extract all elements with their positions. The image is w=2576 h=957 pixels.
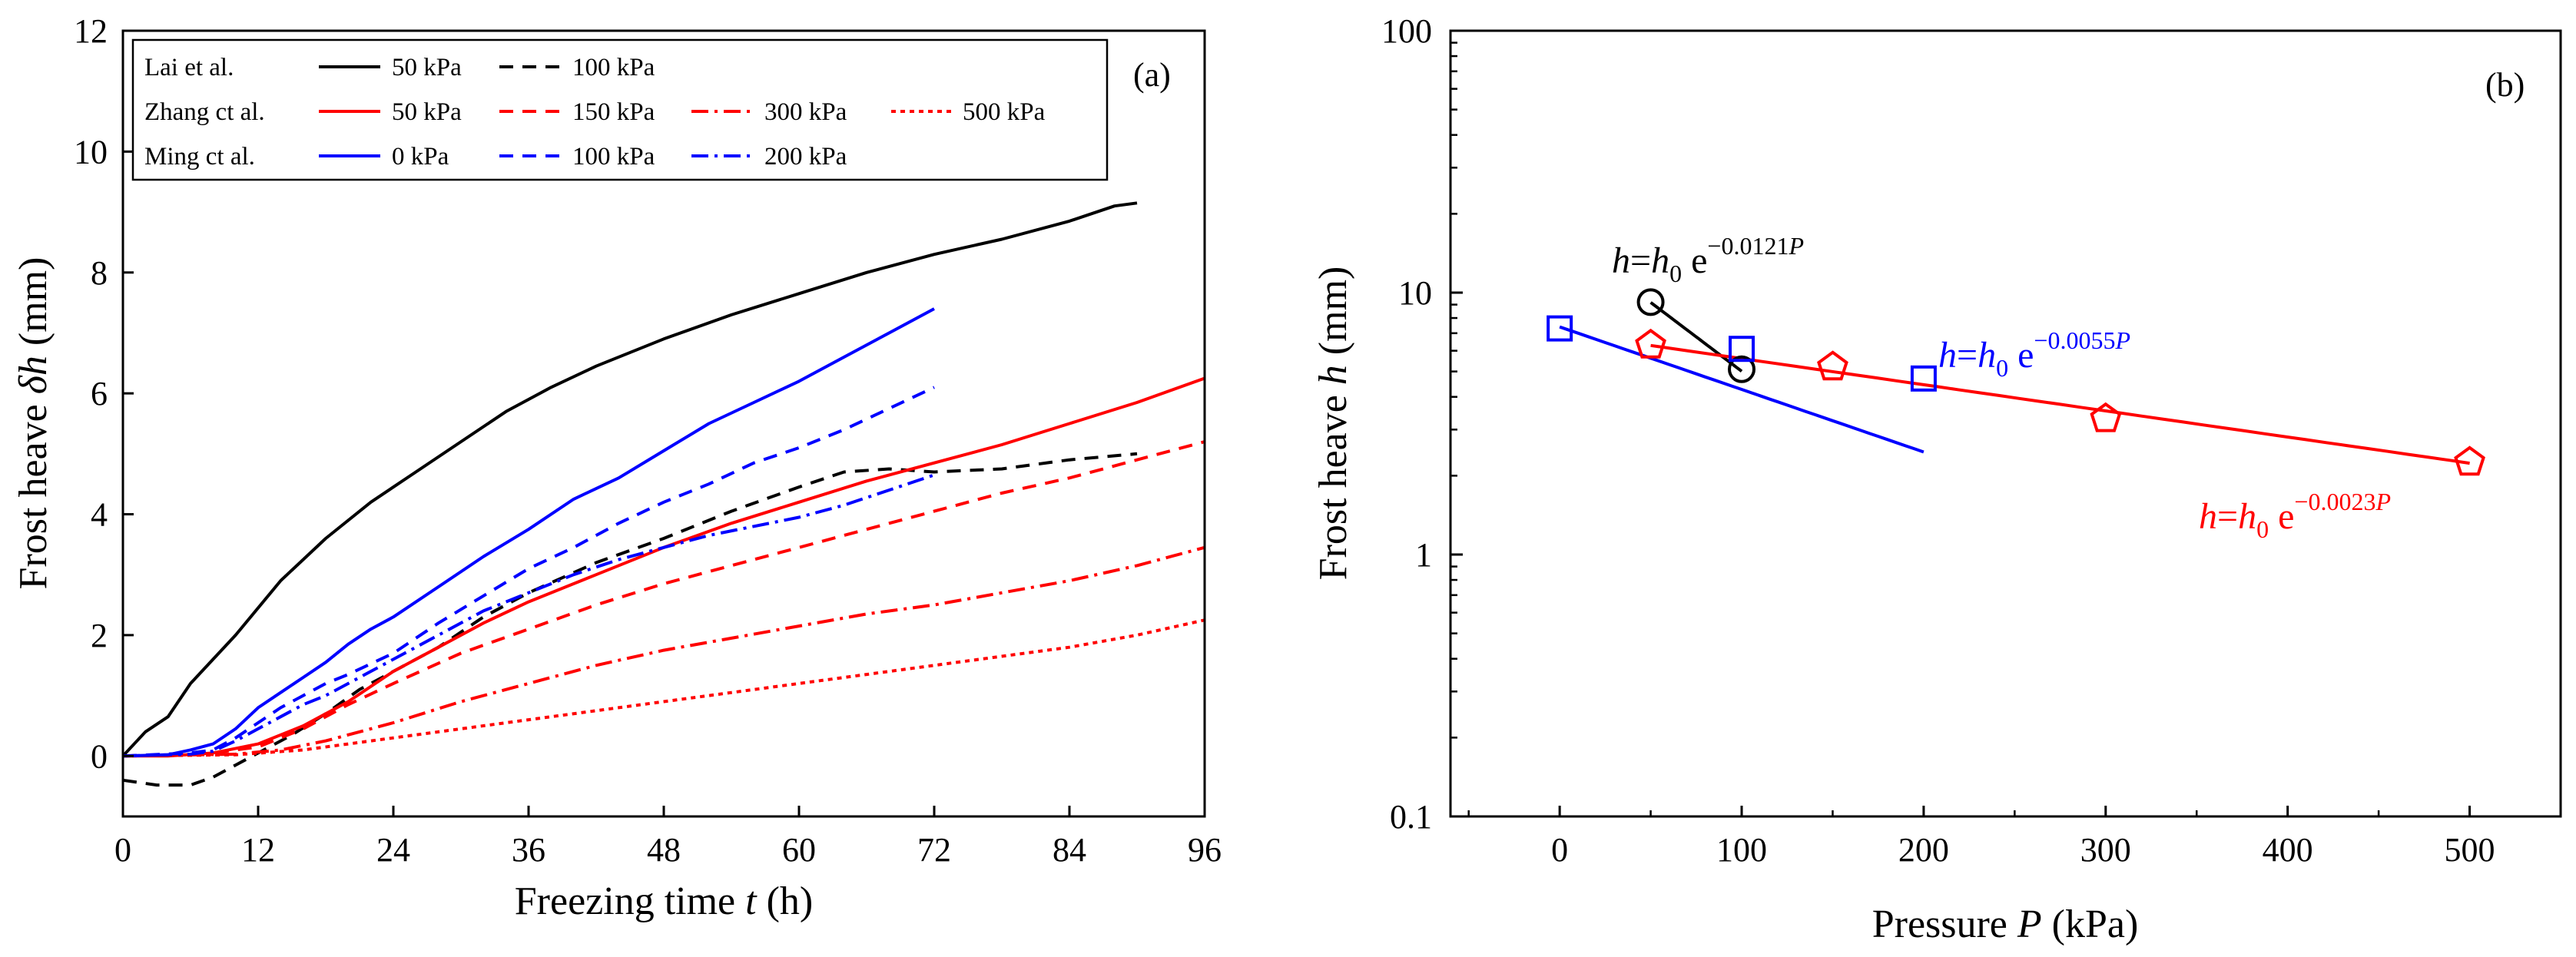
marker-lai [1636,288,1665,316]
x-tick-label: 96 [1188,831,1222,869]
marker-ming [1910,365,1937,392]
x-tick-label: 60 [782,831,816,869]
panel-b-tick-labels: 0 100 200 300 400 500 0.1 1 10 100 [1381,12,2495,869]
y-tick-label: 8 [91,254,108,292]
panel-b-log-scatter: 0 100 200 300 400 500 0.1 1 10 100 Pressure P (kP… [1311,12,2562,946]
x-tick-label: 84 [1053,831,1086,869]
legend-entry-ming-100: 100 kPa [572,143,655,171]
panel-a-x-axis-label: Freezing time t (h) [515,879,813,923]
series-line-zhang-300kpa [122,545,1205,758]
y-tick-label: 100 [1381,12,1432,50]
series-line-ming-200kpa [122,473,935,758]
x-tick-label: 0 [1551,831,1568,869]
y-tick-label: 4 [91,496,108,534]
y-tick-label: 0 [91,737,108,775]
legend-entry-lai-100: 100 kPa [572,54,655,81]
fit-line-ming [1559,325,1925,454]
panel-b-plot-frame [1449,29,2562,818]
x-tick-label: 24 [376,831,410,869]
series-line-ming-0kpa [122,307,935,758]
series-line-zhang-500kpa [122,618,1205,758]
y-tick-label: 10 [1398,274,1432,312]
series-line-lai-100kpa [122,452,1138,787]
x-tick-label: 48 [647,831,681,869]
fit-line-zhang [1650,343,2470,465]
legend-entry-lai-50: 50 kPa [392,54,462,81]
x-tick-label: 100 [1716,831,1767,869]
legend-entry-zhang-300: 300 kPa [764,98,847,126]
fit-line-lai [1649,301,1743,373]
panel-b-ticks [1450,29,2562,818]
y-tick-label: 10 [74,133,108,171]
marker-zhang [1817,350,1848,381]
x-tick-label: 36 [512,831,545,869]
series-line-zhang-50kpa [123,376,1205,758]
y-tick-label: 0.1 [1390,798,1432,836]
panel-a-series-layer [121,201,1205,787]
fit-equation-ming: h=h0 e−0.0055P [1938,326,2130,382]
series-line-lai-50kpa [121,201,1138,757]
marker-ming [1729,336,1755,363]
marker-lai [1728,355,1756,383]
x-tick-label: 0 [114,831,131,869]
marker-zhang [2454,445,2485,476]
panel-b-x-axis-label: Pressure P (kPa) [1872,902,2139,946]
fit-equation-lai: h=h0 e−0.0121P [1612,232,1804,287]
legend-entry-ming-0: 0 kPa [392,143,449,171]
y-tick-label: 1 [1415,536,1432,574]
marker-ming [1547,315,1573,342]
legend-entry-zhang-50: 50 kPa [392,98,462,126]
marker-zhang [1635,328,1666,359]
legend-frame [131,38,1109,181]
legend-entry-zhang-150: 150 kPa [572,98,655,126]
x-tick-label: 200 [1898,831,1949,869]
panel-a-ticks [121,29,1206,816]
series-line-ming-100kpa [122,386,935,758]
legend-entry-ming-200: 200 kPa [764,143,847,171]
series-line-zhang-150kpa [122,440,1205,758]
panel-a-legend: Lai et al. Zhang ct al. Ming ct al. 50 k… [131,38,1109,181]
y-tick-label: 12 [74,12,108,50]
x-tick-label: 300 [2080,831,2131,869]
panel-b-y-axis-label: Frost heave h (mm) [1311,267,1355,581]
x-tick-label: 400 [2263,831,2313,869]
x-tick-label: 12 [241,831,275,869]
panel-b-tag: (b) [2485,66,2525,104]
y-tick-label: 2 [91,617,108,654]
panel-a-tag: (a) [1133,56,1171,94]
legend-entry-zhang-500: 500 kPa [963,98,1046,126]
x-tick-label: 72 [917,831,951,869]
fit-equation-zhang: h=h0 e−0.0023P [2199,488,2391,543]
x-tick-label: 500 [2445,831,2495,869]
y-tick-label: 6 [91,375,108,412]
marker-zhang [2090,402,2122,432]
legend-group-lai-label: Lai et al. [144,54,234,81]
panel-a-y-axis-label: Frost heave δh (mm) [12,257,55,590]
panel-b-series-layer [1547,288,2485,476]
legend-group-zhang-label: Zhang ct al. [144,98,265,126]
legend-group-ming-label: Ming ct al. [144,143,255,171]
